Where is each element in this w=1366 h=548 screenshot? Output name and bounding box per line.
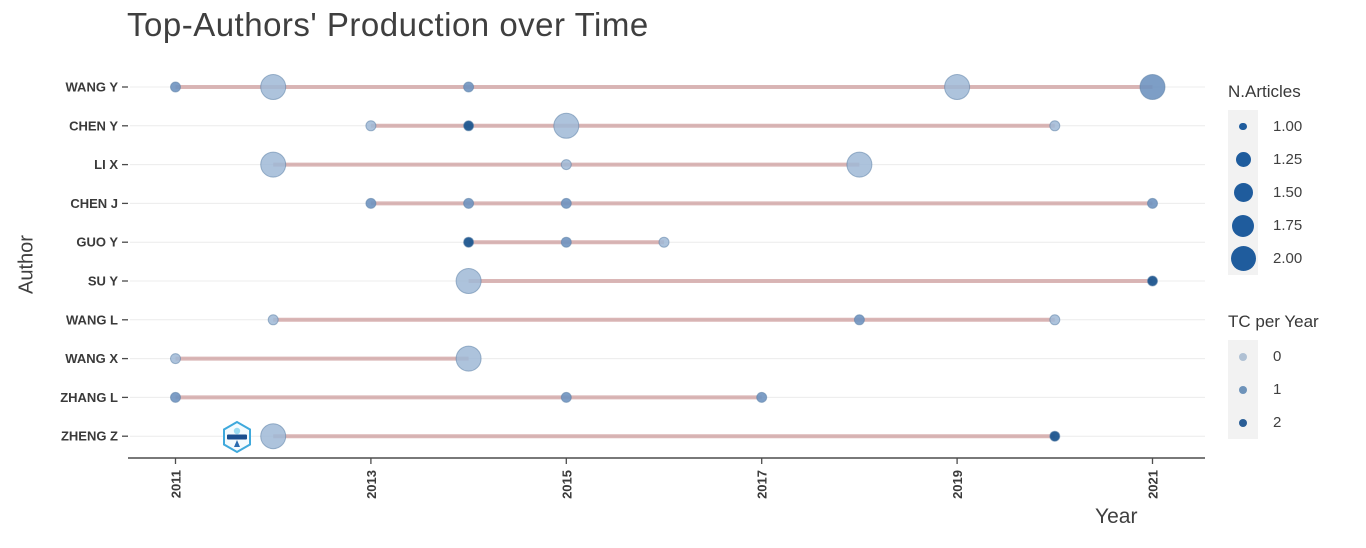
data-point <box>455 268 482 294</box>
legend-key-swatch <box>1228 209 1258 242</box>
legend-n-articles-title: N.Articles <box>1228 82 1301 101</box>
data-point <box>553 112 580 139</box>
author-label: CHEN Y <box>69 118 118 133</box>
data-point <box>1049 120 1061 132</box>
data-point <box>1049 430 1061 442</box>
x-tick-label: 2021 <box>1146 470 1161 499</box>
legend-key-swatch <box>1228 110 1258 143</box>
legend-size-label: 1.75 <box>1273 217 1303 234</box>
author-label: LI X <box>94 157 118 172</box>
author-label: GUO Y <box>76 235 118 250</box>
legend-size-entry: 1.25 <box>1228 143 1302 176</box>
data-point <box>1147 275 1158 287</box>
data-point <box>365 120 377 132</box>
legend-key-swatch <box>1228 406 1258 439</box>
tc-key-dot-icon <box>1239 352 1247 361</box>
legend-key-swatch <box>1228 373 1258 406</box>
legend-tc-entry: 0 <box>1228 340 1319 373</box>
x-tick-label: 2019 <box>950 470 965 499</box>
author-label: SU Y <box>88 274 118 289</box>
tc-key-dot-icon <box>1239 418 1247 427</box>
author-label: WANG Y <box>66 80 119 95</box>
author-label: ZHANG L <box>60 390 118 405</box>
author-label: ZHENG Z <box>61 429 118 444</box>
x-axis-title: Year <box>1095 505 1138 528</box>
data-point <box>658 236 670 248</box>
y-axis-title: Author <box>15 235 38 294</box>
data-point <box>463 197 475 209</box>
data-point <box>1139 74 1166 100</box>
legend-n-articles: N.Articles 1.00 1.25 1.50 1.75 2.00 <box>1228 82 1302 275</box>
logo-bottom-glyph <box>234 440 240 447</box>
data-point <box>853 314 865 326</box>
legend-tc-title: TC per Year <box>1228 312 1319 331</box>
author-label: WANG L <box>66 312 118 327</box>
data-point <box>170 391 181 403</box>
legend-tc-label: 0 <box>1273 348 1282 365</box>
data-point <box>170 81 181 93</box>
data-point <box>846 151 873 178</box>
legend-tc-keys: 0 1 2 <box>1228 340 1319 439</box>
legend-key-swatch <box>1228 176 1258 209</box>
logo-band <box>227 434 247 440</box>
legend-size-entry: 2.00 <box>1228 242 1302 275</box>
data-point <box>756 391 768 403</box>
legend-key-swatch <box>1228 143 1258 176</box>
data-point <box>560 391 572 403</box>
data-point <box>1049 314 1061 326</box>
size-key-dot-icon <box>1233 183 1253 202</box>
data-point <box>1147 197 1158 209</box>
data-point <box>560 236 572 248</box>
legend-n-articles-keys: 1.00 1.25 1.50 1.75 2.00 <box>1228 110 1302 275</box>
legend-size-label: 1.25 <box>1273 151 1303 168</box>
tc-key-dot-icon <box>1239 385 1247 394</box>
data-point <box>463 120 475 132</box>
data-point <box>463 236 475 248</box>
chart-title: Top-Authors' Production over Time <box>127 6 649 43</box>
data-point <box>260 423 287 450</box>
data-point <box>365 197 377 209</box>
legend-tc-entry: 1 <box>1228 373 1319 406</box>
x-tick-label: 2017 <box>755 470 770 499</box>
legend-size-label: 1.50 <box>1273 184 1303 201</box>
legend-key-swatch <box>1228 340 1258 373</box>
data-point <box>944 74 971 100</box>
data-point <box>455 345 482 372</box>
x-tick-label: 2013 <box>364 470 379 499</box>
legend-tc-entry: 2 <box>1228 406 1319 439</box>
data-point <box>170 353 181 365</box>
size-key-dot-icon <box>1232 214 1254 237</box>
legend-tc-per-year: TC per Year 0 1 2 <box>1228 312 1319 439</box>
legend-tc-label: 2 <box>1273 414 1282 431</box>
data-point <box>560 159 572 171</box>
size-key-dot-icon <box>1230 246 1256 271</box>
legend-size-label: 1.00 <box>1273 118 1303 135</box>
data-point <box>260 151 287 178</box>
data-point <box>260 74 287 100</box>
data-point <box>463 81 475 93</box>
author-label: CHEN J <box>70 196 118 211</box>
author-label: WANG X <box>65 351 118 366</box>
x-tick-label: 2011 <box>169 470 184 498</box>
legend-size-label: 2.00 <box>1273 250 1303 267</box>
data-point <box>560 197 572 209</box>
legend-size-entry: 1.50 <box>1228 176 1302 209</box>
legend-key-swatch <box>1228 242 1258 275</box>
legend-tc-label: 1 <box>1273 381 1282 398</box>
logo-top-glyph <box>233 427 241 435</box>
size-key-dot-icon <box>1235 152 1251 167</box>
size-key-dot-icon <box>1239 122 1247 131</box>
legend-size-entry: 1.00 <box>1228 110 1302 143</box>
data-point <box>267 314 279 326</box>
legend-size-entry: 1.75 <box>1228 209 1302 242</box>
x-tick-label: 2015 <box>559 470 574 499</box>
